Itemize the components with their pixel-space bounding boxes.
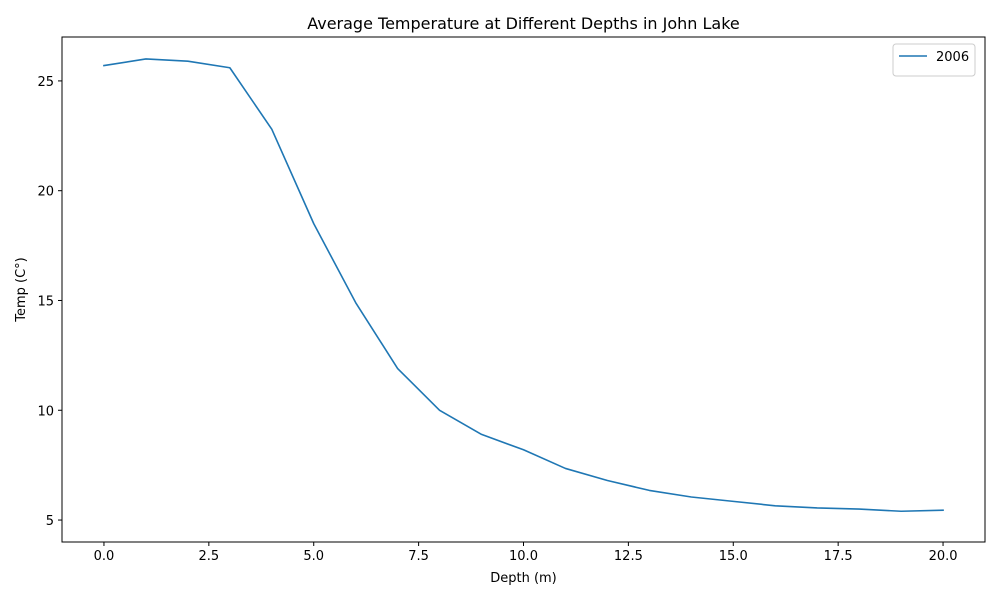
x-axis-ticks: 0.0 2.5 5.0 7.5 10.0 12.5 15.0 17.5 20.0 <box>94 542 958 564</box>
x-tick-label: 15.0 <box>719 549 748 564</box>
x-tick-label: 17.5 <box>824 549 853 564</box>
y-tick-label: 15 <box>37 294 54 309</box>
y-axis-ticks: 5 10 15 20 25 <box>37 75 62 529</box>
x-tick-label: 2.5 <box>198 549 219 564</box>
x-axis-label: Depth (m) <box>490 571 557 586</box>
legend-box <box>892 43 976 77</box>
y-tick-label: 20 <box>37 185 54 200</box>
series-line-2006 <box>103 58 944 513</box>
y-tick-label: 5 <box>46 514 54 529</box>
x-tick-label: 20.0 <box>929 549 958 564</box>
x-tick-label: 7.5 <box>408 549 429 564</box>
x-tick-label: 0.0 <box>94 549 115 564</box>
legend-label: 2006 <box>936 50 969 65</box>
y-tick-label: 10 <box>37 404 54 419</box>
plot-frame <box>61 36 986 543</box>
chart-title: Average Temperature at Different Depths … <box>307 14 740 33</box>
x-tick-label: 12.5 <box>614 549 643 564</box>
x-tick-label: 5.0 <box>303 549 324 564</box>
x-tick-label: 10.0 <box>509 549 538 564</box>
legend: 2006 <box>892 43 976 77</box>
y-axis-label: Temp (C°) <box>14 257 29 323</box>
y-tick-label: 25 <box>37 75 54 90</box>
series-layer <box>103 58 944 513</box>
